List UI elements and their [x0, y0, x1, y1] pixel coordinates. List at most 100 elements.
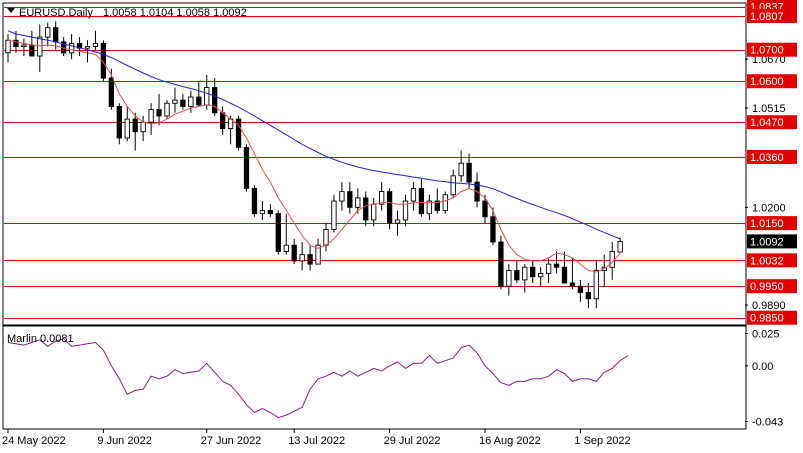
indicator-tick-label: 0.025 — [752, 328, 780, 340]
candle-body — [164, 102, 170, 117]
level-badge-text: 0.9950 — [750, 281, 784, 293]
candle — [530, 260, 536, 284]
candle-body — [553, 263, 560, 268]
candle-body — [323, 228, 329, 246]
time-tick-label: 27 Jun 2022 — [201, 435, 262, 447]
time-axis-labels: 24 May 2022 9 Jun 2022 27 Jun 2022 13 Jul 2… — [2, 429, 631, 447]
indicator-tick-label: 0.00 — [752, 361, 773, 373]
candle-body — [394, 219, 401, 224]
candle — [259, 201, 266, 220]
level-badge-0.9950: 0.9950 — [747, 279, 797, 294]
candle-body — [275, 213, 281, 252]
candle — [379, 182, 385, 211]
candle — [553, 251, 560, 274]
candle — [593, 260, 599, 309]
candle — [545, 257, 552, 284]
candle — [315, 238, 321, 265]
candle — [299, 242, 305, 271]
candle — [45, 22, 51, 47]
candle-body — [156, 109, 162, 117]
candle-body — [291, 244, 297, 262]
candle-body — [402, 200, 409, 221]
level-badge-text: 1.0470 — [750, 117, 784, 129]
candle — [283, 213, 289, 255]
candle-body — [116, 106, 122, 139]
candle — [116, 103, 122, 145]
candle-body — [204, 87, 210, 106]
level-badge-text: 0.9850 — [750, 313, 784, 325]
marlin-indicator — [7, 338, 629, 419]
current-price-badge-bg — [747, 234, 797, 249]
candle — [585, 283, 592, 309]
candle-body — [545, 263, 552, 275]
candle-body — [235, 118, 242, 148]
level-badge-bg — [747, 216, 797, 231]
candle-body — [172, 99, 178, 104]
candle — [37, 24, 43, 72]
level-badge-text: 1.0032 — [750, 255, 784, 267]
price-tick-label: 0.9890 — [752, 300, 786, 312]
candle-body — [347, 191, 353, 208]
time-tick-label: 1 Sep 2022 — [574, 435, 630, 447]
candle — [172, 87, 178, 113]
candle-body — [140, 121, 146, 133]
candle-body — [561, 266, 568, 284]
candle-body — [21, 44, 27, 48]
candle — [426, 194, 432, 220]
candle-body — [410, 187, 417, 202]
time-tick-label: 24 May 2022 — [2, 435, 66, 447]
candle — [538, 267, 544, 287]
candle-body — [307, 254, 313, 265]
level-badge-text: 1.0807 — [750, 11, 784, 23]
price-tick-label: 1.0515 — [752, 103, 786, 115]
candle-body — [219, 112, 226, 129]
candle-body — [53, 27, 59, 43]
indicator-label: Marlin 0.0081 — [7, 333, 74, 345]
chart-symbol: EURUSD,Daily — [19, 7, 93, 19]
candle — [466, 153, 472, 189]
candle — [561, 251, 568, 284]
candle-body — [577, 285, 584, 293]
candle-body — [45, 27, 51, 38]
time-tick-label: 29 Jul 2022 — [384, 435, 441, 447]
candle — [21, 38, 27, 57]
candle-body — [188, 96, 194, 107]
candle — [92, 30, 99, 50]
time-tick-label: 9 Jun 2022 — [97, 435, 151, 447]
candle — [68, 33, 75, 60]
candle — [355, 188, 361, 214]
level-badge-bg — [747, 253, 797, 268]
candle — [522, 264, 528, 293]
candle — [418, 178, 425, 217]
candle-body — [482, 200, 488, 218]
candle-body — [426, 200, 432, 215]
candle-body — [530, 266, 536, 278]
candle — [243, 144, 250, 192]
level-badge-bg — [747, 74, 797, 89]
candle — [339, 182, 345, 211]
candle — [386, 188, 393, 230]
candle — [577, 279, 584, 302]
level-badge-1.0360: 1.0360 — [747, 149, 797, 164]
price-tick-label: 1.0200 — [752, 202, 786, 214]
candle-body — [593, 269, 599, 300]
candle — [394, 210, 401, 236]
level-badge-1.0150: 1.0150 — [747, 216, 797, 231]
candle — [450, 169, 456, 198]
level-badge-1.0600: 1.0600 — [747, 74, 797, 89]
time-tick-label: 16 Aug 2022 — [479, 435, 541, 447]
candle-body — [13, 39, 19, 48]
candle-body — [585, 292, 592, 300]
candle — [275, 210, 281, 255]
candle — [156, 93, 162, 126]
candle-body — [315, 244, 321, 265]
candle-body — [522, 266, 528, 281]
candle-body — [339, 191, 345, 202]
level-price-badges: 1.08371.08071.07001.06001.04701.03601.01… — [747, 0, 797, 325]
candle — [514, 260, 520, 284]
level-badge-bg — [747, 310, 797, 325]
candle — [442, 191, 448, 214]
collapse-triangle-icon[interactable] — [7, 8, 15, 13]
ma-slow-line — [7, 30, 621, 240]
horizontal-levels — [4, 7, 745, 319]
